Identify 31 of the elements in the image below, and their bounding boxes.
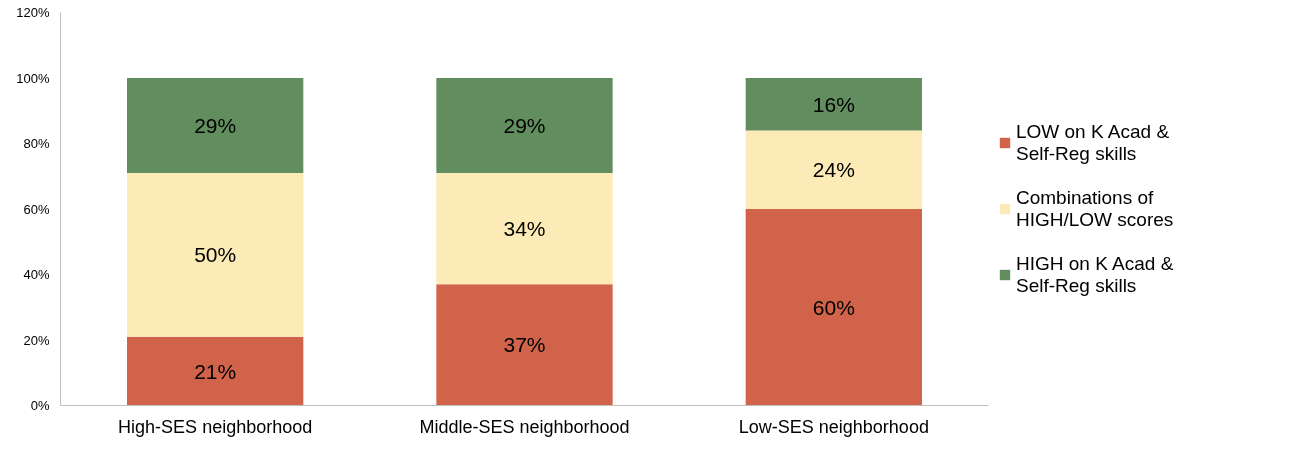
data-label: 50% <box>194 243 237 267</box>
bar <box>436 172 613 285</box>
data-label: 24% <box>812 158 855 182</box>
data-label: 34% <box>503 217 546 241</box>
bar <box>127 336 304 406</box>
legend-label: Combinations of HIGH/LOW scores <box>1016 186 1174 231</box>
bar <box>745 209 922 406</box>
legend-label: LOW on K Acad & Self-Reg skills <box>1016 120 1170 165</box>
y-tick-label: 80% <box>23 136 50 151</box>
bar <box>436 78 613 173</box>
y-tick-label: 40% <box>23 267 50 282</box>
data-label: 29% <box>503 113 546 137</box>
y-tick-label: 60% <box>23 201 50 217</box>
bar <box>436 284 613 406</box>
data-label: 60% <box>812 295 855 319</box>
data-label: 21% <box>194 359 237 383</box>
y-tick-label: 100% <box>16 70 50 86</box>
data-label: 16% <box>812 92 855 116</box>
legend-label: HIGH on K Acad & Self-Reg skills <box>1016 252 1174 297</box>
y-tick-label: 20% <box>23 332 50 348</box>
y-tick-label: 120% <box>16 5 50 20</box>
data-label: 37% <box>503 333 546 357</box>
bar <box>745 130 922 209</box>
data-label: 29% <box>194 113 237 137</box>
y-tick-label: 0% <box>30 398 50 413</box>
bar <box>127 172 304 337</box>
x-tick-label: Low-SES neighborhood <box>738 416 929 437</box>
bar <box>127 78 304 173</box>
x-tick-label: Middle-SES neighborhood <box>419 416 630 437</box>
x-tick-label: High-SES neighborhood <box>118 416 313 437</box>
bar <box>745 78 922 131</box>
